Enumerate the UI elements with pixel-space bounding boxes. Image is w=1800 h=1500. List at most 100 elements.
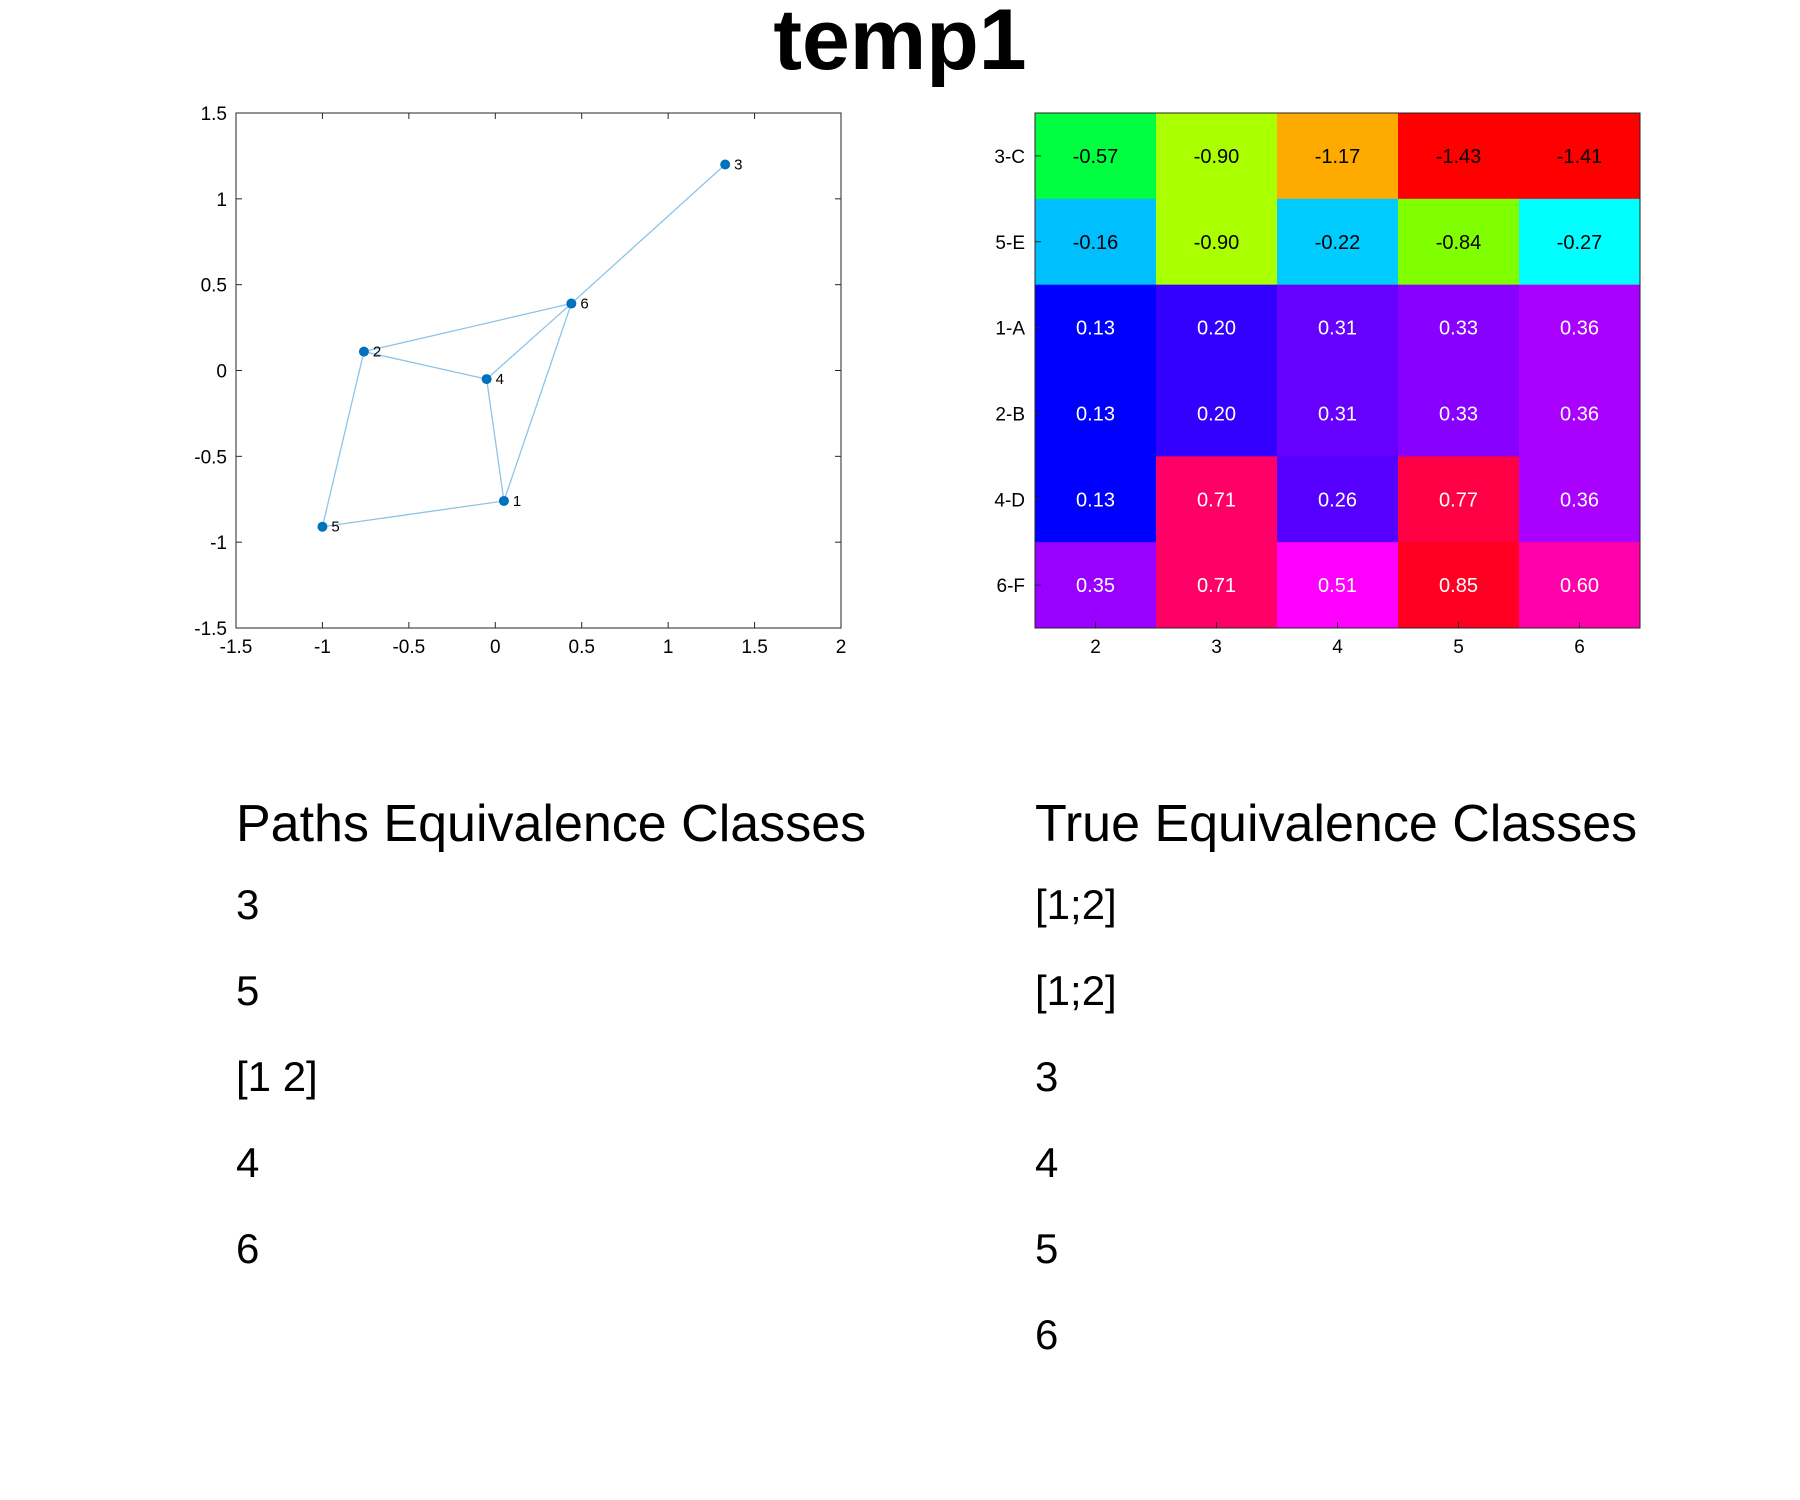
true-equivalence-heading: True Equivalence Classes <box>1035 795 1638 853</box>
heatmap-cell <box>1156 370 1278 457</box>
heatmap-cell <box>1156 113 1278 200</box>
heatmap-cell-label: 0.71 <box>1197 575 1236 597</box>
heatmap-cell-label: 0.60 <box>1560 575 1599 597</box>
heatmap-cell-label: 0.20 <box>1197 403 1236 425</box>
class-item: 5 <box>1035 1225 1059 1272</box>
heatmap-cell-label: 0.31 <box>1318 318 1357 340</box>
heatmap-cell-label: -0.22 <box>1315 232 1361 254</box>
y-tick-label: -0.5 <box>194 447 227 468</box>
heatmap-cell-label: -0.27 <box>1557 232 1603 254</box>
heatmap-plot: -0.57 -0.90 -1.17 -1.43 -1.41 -0.16 -0.90 -0.22… <box>994 112 1641 658</box>
x-tick-label: -1.5 <box>220 637 253 658</box>
y-tick-label: 0 <box>216 362 227 383</box>
node-label: 6 <box>580 296 588 313</box>
heatmap-cell <box>1398 542 1520 629</box>
node-label: 4 <box>496 371 504 388</box>
plot-area <box>235 112 842 629</box>
graph-node <box>481 374 492 385</box>
heatmap-x-label: 2 <box>1090 637 1101 658</box>
heatmap-x-label: 4 <box>1332 637 1343 658</box>
class-item: 6 <box>236 1225 260 1272</box>
y-tick-label: -1.5 <box>194 619 227 640</box>
heatmap-cell-label: 0.36 <box>1560 403 1599 425</box>
graph-edge <box>363 350 487 380</box>
heatmap-cell <box>1519 542 1641 629</box>
heatmap-cell <box>1156 284 1278 371</box>
heatmap-cell-label: -0.57 <box>1073 146 1119 168</box>
paths-equivalence-heading: Paths Equivalence Classes <box>236 795 867 853</box>
graph-edge <box>486 303 572 380</box>
heatmap-cell <box>1035 113 1157 200</box>
heatmap-cell-label: 0.51 <box>1318 575 1357 597</box>
heatmap-y-label: 1-A <box>995 319 1025 340</box>
heatmap-cell <box>1519 113 1641 200</box>
heatmap-cell <box>1398 198 1520 286</box>
heatmap-cell <box>1156 542 1278 629</box>
graph-edge <box>363 302 572 353</box>
graph-node <box>358 346 369 357</box>
heatmap-cell <box>1035 284 1157 371</box>
true-equivalence-panel: True Equivalence Classes [1;2] [1;2] 3 4 5 6 <box>1035 794 1637 1396</box>
graph-node <box>317 521 328 532</box>
heatmap-cell <box>1277 456 1399 543</box>
heatmap-cell <box>1519 198 1641 286</box>
heatmap-cell <box>1156 456 1278 543</box>
x-tick-label: 0.5 <box>569 637 595 658</box>
heatmap-cell-label: 0.36 <box>1560 318 1599 340</box>
class-item: [1;2] <box>1035 967 1117 1014</box>
y-tick-label: 0.5 <box>201 276 227 297</box>
heatmap-cell-label: 0.13 <box>1076 318 1115 340</box>
heatmap-y-label: 6-F <box>997 576 1026 597</box>
x-tick-label: 0 <box>490 637 501 658</box>
class-item: [1;2] <box>1035 881 1117 928</box>
graph-node <box>720 159 731 170</box>
class-item: 4 <box>236 1139 260 1186</box>
heatmap-cell-label: 0.26 <box>1318 489 1357 511</box>
heatmap-cell-label: 0.33 <box>1439 318 1478 340</box>
node-label: 1 <box>513 493 521 510</box>
heatmap-cell-label: -0.90 <box>1194 232 1240 254</box>
heatmap-cell <box>1519 284 1641 371</box>
y-tick-label: 1 <box>216 190 227 211</box>
heatmap-cell-label: 0.13 <box>1076 489 1115 511</box>
heatmap-cell <box>1519 456 1641 543</box>
heatmap-cell <box>1277 113 1399 200</box>
heatmap-y-label: 3-C <box>994 147 1025 168</box>
graph-node <box>498 495 509 506</box>
x-tick-label: 2 <box>836 637 847 658</box>
node-label: 3 <box>734 157 742 174</box>
heatmap-cell <box>1277 284 1399 371</box>
heatmap-cell-label: 0.77 <box>1439 489 1478 511</box>
heatmap-cell-label: -0.90 <box>1194 146 1240 168</box>
heatmap-cell <box>1277 198 1399 286</box>
graph-edge <box>503 303 572 502</box>
class-item: 6 <box>1035 1311 1059 1358</box>
heatmap-cell-label: -0.84 <box>1436 232 1482 254</box>
heatmap-cell <box>1035 456 1157 543</box>
x-tick-label: -0.5 <box>392 637 425 658</box>
graph-edge <box>485 378 505 502</box>
paths-equivalence-list: 3 5 [1 2] 4 6 <box>236 880 866 1310</box>
heatmap-cell <box>1035 198 1157 286</box>
heatmap-cell <box>1398 370 1520 457</box>
heatmap-cell-label: -0.16 <box>1073 232 1119 254</box>
heatmap-cell-label: 0.31 <box>1318 403 1357 425</box>
heatmap-cell <box>1398 113 1520 200</box>
graph-plot: -1.5 -1 -0.5 0 0.5 1 1.5 2 1.5 1 0.5 0 -0.5 -1 -1.5 1 2 3… <box>194 104 846 658</box>
heatmap-cell-label: -1.17 <box>1315 146 1361 168</box>
class-item: 3 <box>1035 1053 1059 1100</box>
heatmap-cell <box>1156 198 1278 286</box>
heatmap-cell-label: -1.43 <box>1436 146 1482 168</box>
graph-edge <box>570 164 726 305</box>
heatmap-cell-label: -1.41 <box>1557 146 1603 168</box>
y-tick-label: 1.5 <box>201 104 227 125</box>
heatmap-cell-label: 0.36 <box>1560 489 1599 511</box>
heatmap-y-label: 5-E <box>995 233 1025 254</box>
heatmap-x-label: 3 <box>1211 637 1222 658</box>
x-tick-label: 1.5 <box>741 637 767 658</box>
true-equivalence-list: [1;2] [1;2] 3 4 5 6 <box>1035 880 1637 1396</box>
graph-edge <box>322 500 505 528</box>
heatmap-y-label: 4-D <box>994 490 1025 511</box>
class-item: [1 2] <box>236 1053 318 1100</box>
